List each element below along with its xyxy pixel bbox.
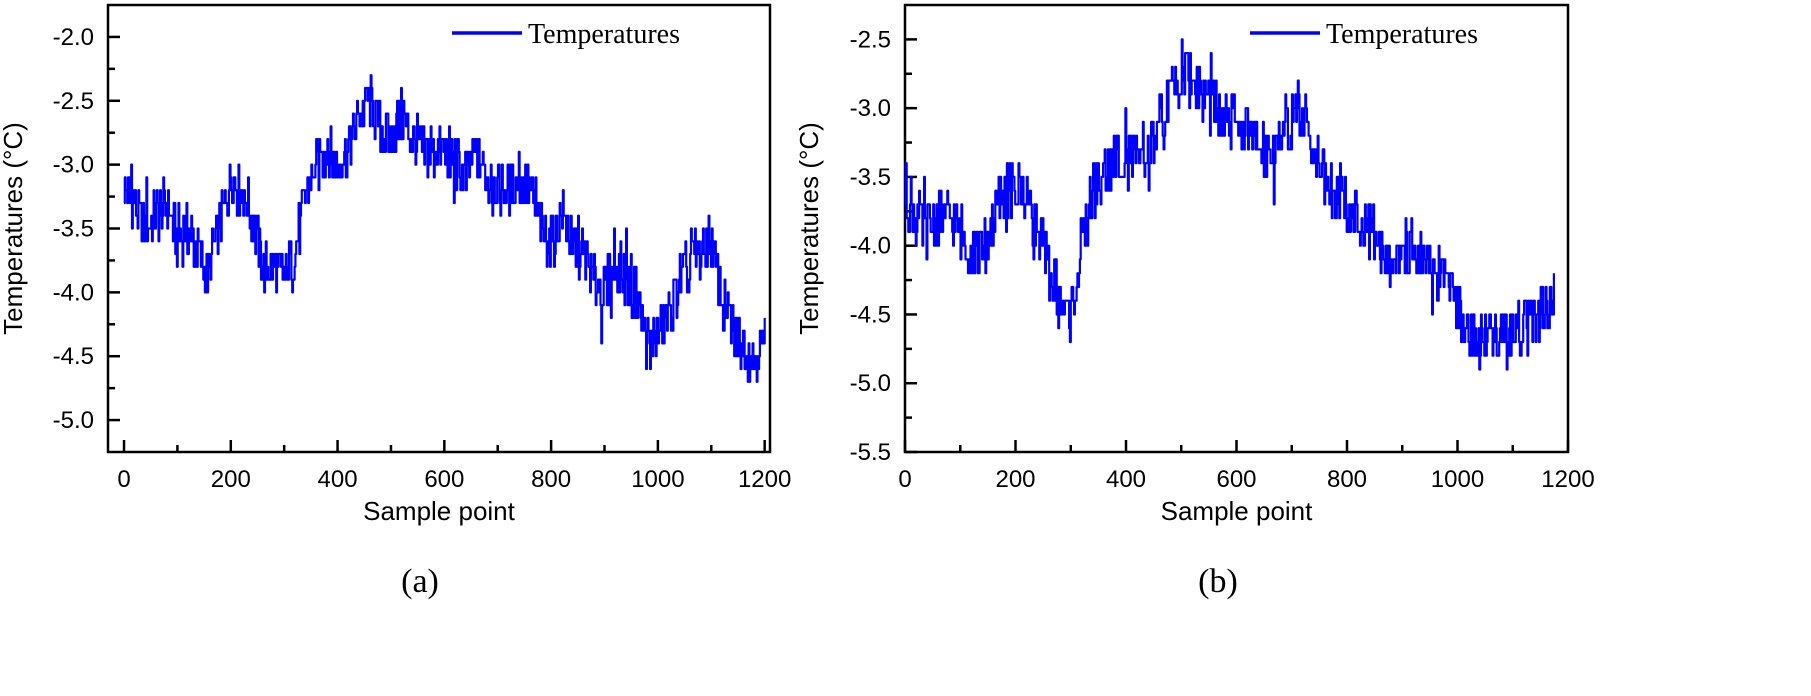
x-tick-label: 800 <box>1327 466 1367 493</box>
panel-label: (a) <box>401 563 439 600</box>
x-tick-label: 400 <box>1106 466 1146 493</box>
plot-frame <box>903 3 1570 454</box>
y-tick-label: -3.0 <box>53 152 94 179</box>
x-axis-title: Sample point <box>363 496 516 526</box>
y-tick-label: -4.5 <box>53 343 94 370</box>
x-tick-label: 200 <box>211 466 251 493</box>
y-tick-label: -4.0 <box>53 279 94 306</box>
chart-panel-b: 0 200 400 600 800 1000 1200 -2.5 -3.0 -3.5 -4.0 -4.… <box>794 3 1595 600</box>
legend-label: Temperatures <box>528 19 680 50</box>
x-tick-label: 0 <box>898 466 911 493</box>
y-tick-label: -5.0 <box>850 370 891 397</box>
x-tick-label: 200 <box>995 466 1035 493</box>
y-tick-label: -2.5 <box>850 26 891 53</box>
y-axis-title: Temperatures (°C) <box>0 122 28 335</box>
y-tick-label: -3.5 <box>53 216 94 243</box>
x-tick-label: 1000 <box>631 466 684 493</box>
plot-frame <box>106 3 772 454</box>
y-tick-label: -2.0 <box>53 24 94 51</box>
y-tick-label: -3.0 <box>850 95 891 122</box>
series-line-temperatures <box>904 38 1555 371</box>
y-tick-label: -5.5 <box>850 439 891 466</box>
x-tick-label: 400 <box>318 466 358 493</box>
legend-label: Temperatures <box>1326 19 1478 50</box>
y-tick-label: -3.5 <box>850 164 891 191</box>
x-tick-label: 600 <box>424 466 464 493</box>
y-tick-label: -4.5 <box>850 301 891 328</box>
y-tick-label: -5.0 <box>53 407 94 434</box>
x-tick-label: 800 <box>531 466 571 493</box>
x-tick-label: 600 <box>1216 466 1256 493</box>
y-axis-title: Temperatures (°C) <box>794 122 824 335</box>
x-axis-title: Sample point <box>1161 496 1314 526</box>
x-tick-label: 1000 <box>1431 466 1484 493</box>
x-tick-label: 0 <box>117 466 130 493</box>
panel-label: (b) <box>1198 563 1238 600</box>
y-tick-label: -2.5 <box>53 88 94 115</box>
series-line-temperatures <box>123 74 766 383</box>
x-tick-label: 1200 <box>1541 466 1594 493</box>
x-tick-label: 1200 <box>738 466 791 493</box>
chart-panel-a: 0 200 400 600 800 1000 1200 -2.0 -2.5 -3.0 -3.5 -4.… <box>0 3 791 600</box>
y-tick-label: -4.0 <box>850 233 891 260</box>
